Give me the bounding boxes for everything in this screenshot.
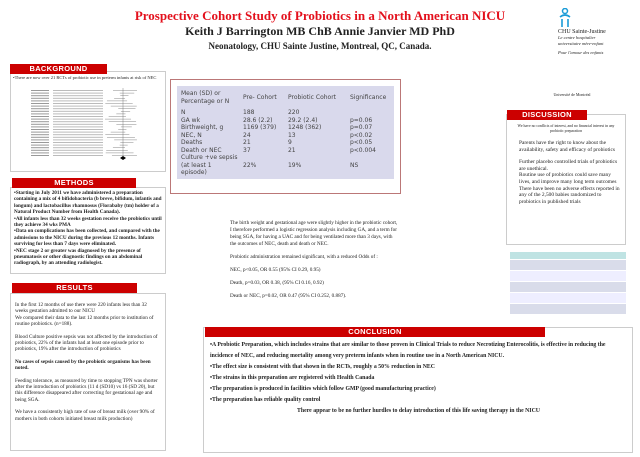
logo-name: CHU Sainte-Justine <box>558 28 606 35</box>
table-row: GA wk 28.6 (2.2) 29.2 (2.4) p=0.06 <box>177 117 394 125</box>
conclusion-item: •A Probiotic Preparation, which includes… <box>210 342 606 359</box>
table-row: Death or NEC 37 21 p<0.004 <box>177 147 394 155</box>
analysis-text: Death or NEC, p=0.02, OR 0.47 (95% CI 0.… <box>230 293 347 299</box>
results-text: We compared their data to the last 12 mo… <box>15 314 154 328</box>
table-cell: Culture +ve sepsis (at least 1 episode) <box>181 154 238 176</box>
methods-section: •Starting in July 2011 we have administe… <box>10 187 166 274</box>
table-cell: p<0.05 <box>349 139 373 146</box>
table-cell: GA wk <box>181 116 201 124</box>
table-cell: 1248 (362) <box>287 124 322 131</box>
methods-heading: METHODS <box>12 178 136 188</box>
background-section: •There are now over 21 RCTs of probiotic… <box>10 71 166 172</box>
conclusion-heading: CONCLUSION <box>205 327 545 337</box>
table-row: Culture +ve sepsis (at least 1 episode) 2… <box>177 154 394 177</box>
cohort-table: Mean (SD) or Percentage or N Pre- Cohort P… <box>177 90 394 177</box>
table-row <box>510 270 626 281</box>
table-cell: Probiotic Cohort <box>287 93 337 101</box>
analysis-text: NEC, p<0.05, OR 0.55 (95% CI 0.29, 0.95) <box>230 267 321 273</box>
conclusion-section: •A Probiotic Preparation, which includes… <box>203 327 633 453</box>
conflict-note: We have no conflicts of interest, and no… <box>517 124 615 133</box>
table-cell: p=0.06 <box>349 116 373 124</box>
table-row <box>510 303 626 314</box>
logo-tagline: universitaire mère-enfant <box>558 40 604 46</box>
table-cell: Pre- Cohort <box>243 93 277 101</box>
conclusion-item: •The effect size is consistent with that… <box>210 364 435 370</box>
table-cell: 9 <box>287 139 292 146</box>
conclusion-closing: There appear to be no further hurdles to… <box>297 408 540 414</box>
table-cell: N <box>181 109 186 116</box>
conclusion-item: •The strains in this preparation are reg… <box>210 375 375 381</box>
table-cell: Mean (SD) or Percentage or N <box>181 90 230 105</box>
discussion-section: We have no conflicts of interest, and no… <box>506 114 626 245</box>
analysis-text: The birth weight and gestational age wer… <box>230 220 398 247</box>
logo-tagline: Le centre hospitalier <box>558 35 596 40</box>
table-cell: 21 <box>287 146 296 154</box>
methods-item: •NEC stage 2 or greater was diagnosed by… <box>14 247 143 267</box>
results-heading: RESULTS <box>12 283 137 293</box>
discussion-text: Routine use of probiotics could save man… <box>519 172 617 185</box>
methods-item: •Starting in July 2011 we have administe… <box>14 190 162 216</box>
authors: Keith J Barrington MB ChB Annie Janvier … <box>185 24 455 38</box>
chu-logo-icon <box>559 7 571 27</box>
table-cell: 13 <box>287 131 296 139</box>
analysis-text: Probiotic administration remained signif… <box>230 254 378 260</box>
results-text: In the first 12 months of use there were… <box>15 302 147 315</box>
trials-table <box>510 252 626 314</box>
table-cell: 21 <box>243 139 251 146</box>
table-cell: Deaths <box>181 139 203 146</box>
conclusion-item: •The preparation has reliable quality co… <box>210 397 321 403</box>
table-cell: 29.2 (2.4) <box>287 116 318 124</box>
conclusion-item: •The preparation is produced in faciliti… <box>210 386 436 392</box>
table-cell: 24 <box>243 131 251 139</box>
table-row: Deaths 21 9 p<0.05 <box>177 139 394 147</box>
table-row: Birthweight, g 1169 (379) 1248 (362) p=0.07 <box>177 124 394 132</box>
results-text: We have a consistently high rate of use … <box>15 409 155 422</box>
analysis-section: The birth weight and gestational age wer… <box>230 220 400 306</box>
poster-title: Prospective Cohort Study of Probiotics i… <box>134 8 506 23</box>
results-section: In the first 12 months of use there were… <box>10 293 166 451</box>
background-heading: BACKGROUND <box>10 64 107 74</box>
table-row <box>510 259 626 270</box>
table-cell: NS <box>349 161 359 169</box>
results-text: No cases of sepsis caused by the probiot… <box>15 358 151 372</box>
table-header-row: Mean (SD) or Percentage or N Pre- Cohort P… <box>177 90 394 109</box>
table-cell: 220 <box>287 109 300 116</box>
table-cell: Birthweight, g <box>181 124 224 131</box>
trials-table-header <box>510 252 626 259</box>
university-logo: Université de Montréal <box>553 92 591 97</box>
chu-logo: CHU Sainte-Justine Le centre hospitalier… <box>558 7 638 56</box>
table-cell: p<0.004 <box>349 146 376 154</box>
table-cell: 22% <box>243 161 257 169</box>
table-row: N 188 220 <box>177 109 394 117</box>
table-cell: 28.6 (2.2) <box>243 116 273 124</box>
table-cell: Significance <box>349 93 387 101</box>
discussion-text: Further placebo controlled trials of pro… <box>519 159 618 172</box>
table-cell <box>346 109 394 117</box>
discussion-text: There have been no adverse effects repor… <box>519 185 620 205</box>
cohort-table-box: Mean (SD) or Percentage or N Pre- Cohort P… <box>170 79 401 194</box>
results-text: Blood Culture positive sepsis was not af… <box>15 333 158 353</box>
table-cell: NEC, N <box>181 131 202 139</box>
table-cell: 37 <box>243 146 251 154</box>
background-text: •There are now over 21 RCTs of probiotic… <box>13 75 157 80</box>
table-cell: p<0.02 <box>349 131 373 139</box>
table-row <box>510 292 626 303</box>
logo-motto: Pour l'amour des enfants <box>558 50 604 55</box>
table-cell: 188 <box>243 109 255 116</box>
discussion-heading: DISCUSSION <box>507 110 587 120</box>
discussion-text: Parents have the right to know about the… <box>519 140 615 153</box>
table-cell: 1169 (379) <box>243 124 277 131</box>
table-row <box>510 281 626 292</box>
methods-item: •All infants less than 32 weeks gestatio… <box>14 215 162 229</box>
table-row: NEC, N 24 13 p<0.02 <box>177 132 394 140</box>
methods-item: •Data on complications has been collecte… <box>14 228 160 248</box>
results-text: Feeding tolerance, as measured by time t… <box>15 377 158 403</box>
forest-plot <box>31 88 137 161</box>
table-cell: Death or NEC <box>181 146 222 154</box>
affiliation: Neonatology, CHU Sainte Justine, Montrea… <box>208 41 432 51</box>
table-cell: 19% <box>287 161 302 169</box>
table-cell: p=0.07 <box>349 124 373 131</box>
analysis-text: Death, p=0.03, OR 0.38, (95% CI 0.16, 0.… <box>230 280 324 286</box>
